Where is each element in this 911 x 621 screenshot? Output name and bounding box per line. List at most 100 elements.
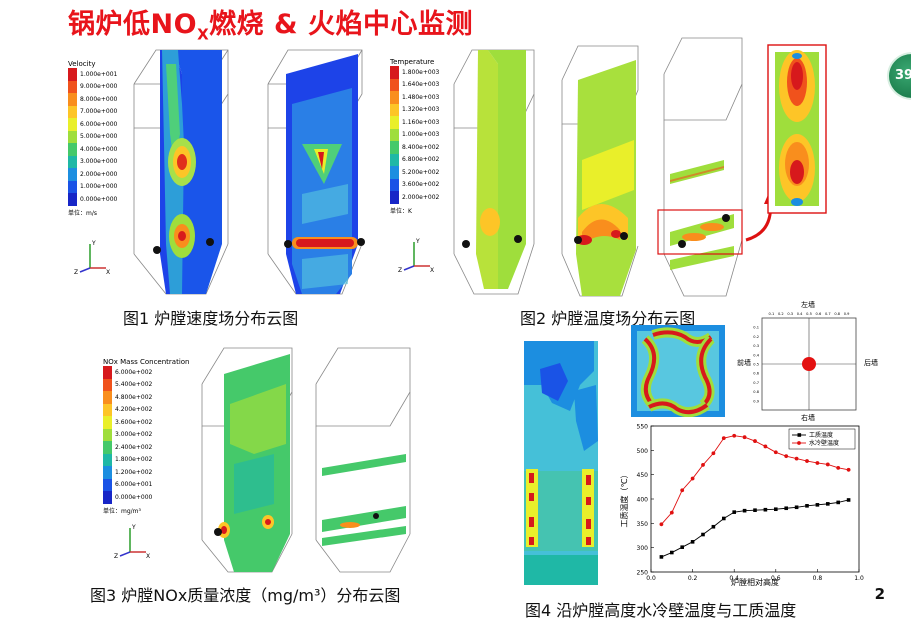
legend-value: 1.000e+000 — [80, 183, 118, 191]
legend-nox-title: NOx Mass Concentration — [103, 358, 190, 366]
legend-swatch — [390, 91, 399, 104]
legend-row: 5.000e+000 — [68, 130, 118, 143]
legend-swatch — [390, 166, 399, 179]
y-tick-label: 400 — [637, 497, 649, 504]
legend-row: 7.000e+000 — [68, 105, 118, 118]
y-tick-label: 300 — [637, 545, 649, 552]
flame-center-marker — [802, 357, 816, 371]
data-point — [742, 435, 747, 440]
data-point — [836, 465, 841, 470]
legend-value: 4.000e+000 — [80, 145, 118, 153]
legend-row: 5.200e+002 — [390, 166, 439, 179]
legend-row: 1.640e+003 — [390, 78, 439, 91]
legend-value: 1.800e+003 — [402, 68, 440, 76]
data-point — [680, 545, 684, 549]
axis-x-label: X — [106, 269, 110, 276]
cross-section-contour — [631, 325, 725, 417]
data-point — [825, 462, 830, 467]
data-point — [784, 454, 789, 459]
flame-tick-top: 0.7 — [825, 312, 831, 316]
flame-tick-left: 0.8 — [753, 390, 759, 394]
legend-row: 2.000e+000 — [68, 168, 117, 181]
legend-swatch — [68, 143, 77, 156]
axis-z-label: Z — [74, 269, 78, 276]
data-point — [753, 508, 757, 512]
data-point — [659, 522, 664, 527]
legend-value: 7.000e+000 — [80, 108, 118, 116]
axis-triad-3: Y X Z — [114, 524, 150, 560]
flame-tick-left: 0.1 — [753, 326, 759, 330]
legend-row: 3.600e+002 — [103, 416, 189, 429]
legend-swatch — [103, 391, 112, 404]
flame-wall-top: 左墙 — [801, 300, 815, 309]
legend-swatch — [68, 180, 77, 193]
flame-tick-top: 0.2 — [778, 312, 784, 316]
flame-tick-left: 0.4 — [753, 353, 759, 357]
legend-row: 3.000e+000 — [68, 155, 117, 168]
slide-title: 锅炉低NOX燃烧 & 火焰中心监测 — [68, 2, 473, 43]
flame-tick-top: 0.5 — [806, 312, 812, 316]
svg-text:Z: Z — [114, 553, 118, 560]
data-point — [763, 444, 768, 449]
legend-value: 5.000e+000 — [80, 133, 118, 141]
data-point — [701, 532, 705, 537]
legend-swatch — [68, 118, 77, 131]
legend-swatch — [103, 478, 112, 491]
legend-swatch — [103, 403, 112, 416]
legend-row: 1.000e+003 — [390, 128, 439, 141]
legend-marker — [797, 433, 802, 437]
legend-value: 6.800e+002 — [402, 156, 440, 164]
legend-value: 1.160e+003 — [402, 118, 440, 126]
data-point — [732, 510, 736, 514]
legend-series-label: 水冷壁温度 — [809, 439, 839, 447]
legend-swatch — [68, 80, 77, 93]
svg-text:Z: Z — [398, 267, 402, 274]
flame-tick-top: 0.4 — [797, 312, 803, 316]
title-sub: X — [197, 25, 210, 44]
data-point — [794, 456, 799, 461]
legend-swatch — [390, 66, 399, 79]
legend-row: 1.200e+002 — [103, 466, 189, 479]
legend-swatch — [390, 103, 399, 116]
legend-swatch — [390, 116, 399, 129]
x-tick-label: 1.0 — [854, 575, 864, 582]
legend-marker — [797, 441, 801, 445]
legend-value: 3.600e+002 — [402, 181, 440, 189]
temperature-zoom-panel — [767, 44, 827, 214]
data-point — [794, 505, 799, 510]
legend-row: 1.000e+000 — [68, 180, 118, 193]
legend-value: 2.000e+000 — [80, 170, 118, 178]
title-main: 锅炉低NO — [68, 9, 198, 40]
legend-row: 5.400e+002 — [103, 378, 189, 391]
legend-row: 1.480e+003 — [390, 91, 439, 104]
legend-row: 0.000e+000 — [68, 193, 117, 206]
legend-row: 6.000e+000 — [68, 118, 117, 131]
flame-tick-left: 0.6 — [753, 372, 759, 376]
caption-fig4: 图4 沿炉膛高度水冷壁温度与工质温度 — [525, 601, 797, 620]
legend-row: 1.800e+003 — [390, 66, 439, 79]
legend-value: 3.600e+002 — [115, 418, 153, 426]
legend-swatch — [68, 193, 77, 206]
legend-row: 1.160e+003 — [390, 116, 439, 129]
data-point — [732, 433, 737, 438]
data-point — [826, 502, 830, 506]
data-point — [690, 476, 695, 481]
legend-value: 2.000e+002 — [402, 193, 440, 201]
y-tick-label: 500 — [637, 448, 649, 455]
legend-row: 8.000e+000 — [68, 93, 117, 106]
svg-text:Y: Y — [415, 238, 420, 245]
legend-swatch — [103, 378, 112, 391]
legend-swatch — [68, 105, 77, 118]
legend-value: 4.800e+002 — [115, 393, 153, 401]
x-tick-label: 0.0 — [646, 575, 656, 582]
legend-swatch — [103, 466, 112, 479]
flame-wall-bottom: 右墙 — [801, 413, 815, 422]
legend-row: 4.000e+000 — [68, 143, 117, 156]
flame-tick-top: 0.6 — [816, 312, 822, 316]
flame-tick-labels: 0.10.10.20.20.30.30.40.40.50.50.60.60.70… — [753, 312, 850, 403]
legend-temperature-scale: 1.800e+003 1.640e+003 1.480e+003 1.320e+003… — [390, 66, 439, 204]
legend-row: 1.800e+002 — [103, 453, 189, 466]
legend-value: 1.320e+003 — [402, 106, 440, 114]
legend-row: 8.400e+002 — [390, 141, 439, 154]
slide-number: 2 — [874, 585, 885, 603]
